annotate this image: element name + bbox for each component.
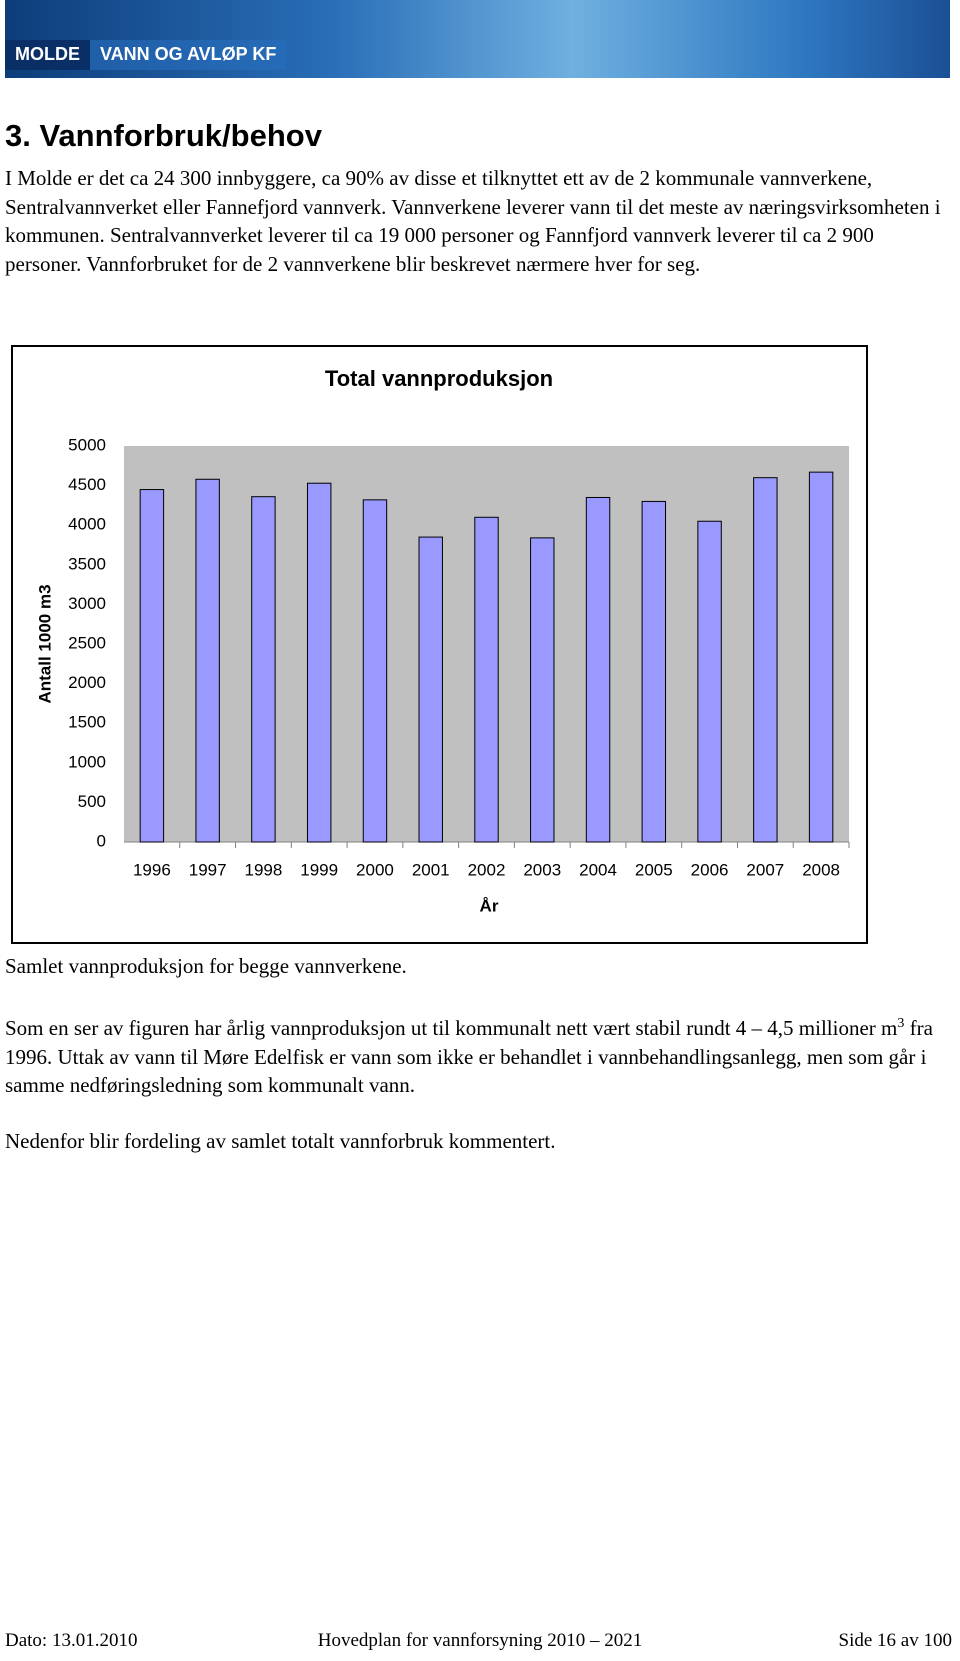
superscript: 3 — [897, 1016, 905, 1031]
bar — [585, 496, 611, 843]
bar — [753, 477, 778, 843]
x-tick-label: 2000 — [356, 860, 394, 879]
y-tick-label: 0 — [97, 831, 106, 850]
bar — [306, 482, 332, 843]
logo-left: MOLDE — [5, 40, 90, 70]
x-tick-label: 2005 — [635, 860, 673, 879]
x-tick-label: 2006 — [691, 860, 729, 879]
bar — [195, 478, 220, 843]
chart-title: Total vannproduksjon — [325, 366, 553, 391]
chart: Total vannproduksjon Antall 1000 m3 År 0… — [11, 345, 868, 944]
bar — [418, 536, 443, 843]
y-tick-label: 3000 — [68, 594, 106, 613]
bar — [808, 471, 834, 843]
bar — [251, 496, 276, 843]
paragraph: Som en ser av figuren har årlig vannprod… — [5, 1010, 950, 1100]
footer-left: Dato: 13.01.2010 — [5, 1630, 138, 1651]
y-tick-label: 4000 — [68, 515, 106, 534]
logo: MOLDE VANN OG AVLØP KF — [5, 40, 287, 70]
x-tick-label: 2003 — [523, 860, 561, 879]
x-tick-label: 2004 — [579, 860, 617, 879]
bar — [474, 516, 499, 843]
x-tick-label: 2002 — [468, 860, 506, 879]
bar — [641, 500, 667, 843]
y-tick-label: 4500 — [68, 475, 106, 494]
y-axis-title: Antall 1000 m3 — [35, 584, 54, 703]
bar — [697, 520, 722, 843]
footer-right: Side 16 av 100 — [838, 1630, 952, 1651]
y-tick-label: 5000 — [68, 435, 106, 454]
bar — [362, 499, 388, 843]
x-tick-label: 1998 — [245, 860, 283, 879]
bar — [530, 537, 555, 843]
logo-right: VANN OG AVLØP KF — [90, 40, 287, 70]
x-tick-label: 2007 — [746, 860, 784, 879]
y-tick-label: 1500 — [68, 713, 106, 732]
text: Som en ser av figuren har årlig vannprod… — [5, 1016, 898, 1040]
y-tick-label: 2500 — [68, 633, 106, 652]
x-tick-label: 1996 — [133, 860, 171, 879]
y-tick-label: 1000 — [68, 752, 106, 771]
y-tick-label: 500 — [78, 792, 106, 811]
y-tick-label: 3500 — [68, 554, 106, 573]
x-tick-label: 1997 — [189, 860, 227, 879]
x-tick-label: 1999 — [300, 860, 338, 879]
caption: Samlet vannproduksjon for begge vannverk… — [5, 954, 407, 978]
text: fra 1996. Uttak av vann til Møre Edelfis… — [5, 1016, 933, 1097]
footer-center: Hovedplan for vannforsyning 2010 – 2021 — [317, 1630, 643, 1651]
x-tick-label: 2001 — [412, 860, 450, 879]
heading: 3. Vannforbruk/behov — [5, 118, 322, 153]
x-tick-label: 2008 — [802, 860, 840, 879]
bar — [139, 489, 165, 843]
y-tick-label: 2000 — [68, 673, 106, 692]
paragraph: I Molde er det ca 24 300 innbyggere, ca … — [5, 166, 941, 276]
paragraph: Nedenfor blir fordeling av samlet totalt… — [5, 1129, 556, 1153]
x-axis-title: År — [480, 896, 499, 915]
